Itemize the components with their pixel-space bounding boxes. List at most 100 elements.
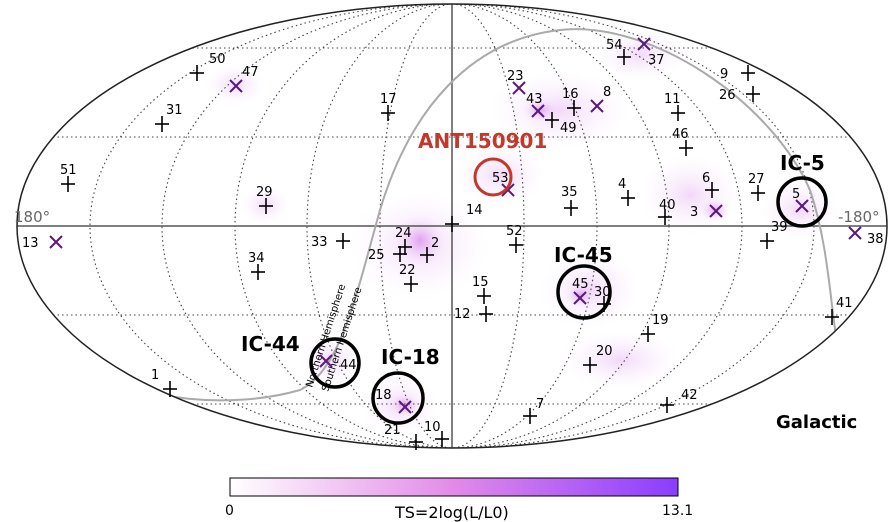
ic18-label: IC-18 (381, 345, 440, 369)
colorbar-max-label: 13.1 (662, 503, 693, 519)
source-label: 13 (22, 236, 39, 251)
source-label: 39 (771, 220, 788, 235)
cross-marker (501, 183, 515, 197)
source-50: 50 (190, 52, 226, 81)
source-label: 22 (399, 263, 416, 278)
source-37: 37 (637, 37, 665, 68)
source-52: 52 (506, 224, 523, 253)
source-46: 46 (672, 127, 693, 156)
colorbar-title: TS=2log(L/L0) (394, 503, 509, 522)
source-43: 43 (526, 92, 545, 118)
source-8: 8 (590, 85, 611, 113)
frame-label: Galactic (776, 412, 857, 433)
source-35: 35 (561, 185, 578, 216)
ant-label: ANT150901 (418, 129, 547, 153)
source-label: 52 (506, 224, 523, 239)
source-label: 50 (209, 52, 226, 67)
source-label: 5 (792, 187, 800, 202)
cross-marker (590, 99, 604, 113)
source-10: 10 (424, 420, 449, 447)
source-39: 39 (760, 220, 788, 249)
cross-marker (709, 204, 723, 218)
source-label: 44 (340, 358, 357, 373)
source-label: 6 (702, 171, 710, 186)
source-label: 7 (536, 397, 544, 412)
source-label: 42 (681, 388, 698, 403)
ant-circle (473, 157, 513, 197)
source-label: 54 (606, 38, 623, 53)
source-42: 42 (660, 388, 698, 413)
source-label: 20 (596, 344, 613, 359)
source-34: 34 (248, 251, 265, 280)
source-45: 45 (572, 277, 589, 305)
source-29: 29 (256, 185, 273, 214)
cross-marker (319, 354, 333, 368)
source-label: 30 (594, 285, 611, 300)
source-49: 49 (545, 112, 577, 136)
ic44-circle (309, 337, 361, 389)
source-6: 6 (702, 171, 719, 198)
source-label: 29 (256, 185, 273, 200)
colorbar-min-label: 0 (225, 503, 234, 519)
source-label: 43 (526, 92, 543, 107)
source-label: 19 (652, 313, 669, 328)
source-label: 51 (60, 163, 77, 178)
source-label: 37 (648, 53, 665, 68)
source-label: 47 (242, 65, 259, 80)
ic45-label: IC-45 (554, 243, 613, 267)
source-markers: 1234567891011121314151617181920212223242… (22, 37, 884, 450)
source-11: 11 (664, 92, 685, 121)
source-14: 14 (445, 203, 483, 232)
source-26: 26 (719, 86, 760, 103)
source-22: 22 (399, 263, 418, 292)
ic5-label: IC-5 (780, 151, 825, 175)
source-label: 3 (690, 205, 698, 220)
source-label: 33 (311, 235, 328, 250)
source-41: 41 (825, 296, 853, 325)
source-1: 1 (151, 368, 177, 397)
source-15: 15 (472, 275, 491, 304)
ic18-circle (371, 371, 425, 425)
sky-outline (16, 3, 888, 449)
source-40: 40 (658, 198, 676, 225)
source-53: 53 (492, 171, 515, 197)
ic44-label: IC-44 (241, 332, 300, 356)
cross-marker (398, 400, 412, 414)
source-13: 13 (22, 235, 63, 251)
source-label: 25 (368, 248, 385, 263)
source-44: 44 (319, 354, 357, 373)
source-label: 45 (572, 277, 589, 292)
source-9: 9 (720, 65, 755, 82)
source-label: 34 (248, 251, 265, 266)
source-7: 7 (523, 397, 544, 424)
source-label: 11 (664, 92, 681, 107)
source-label: 14 (466, 203, 483, 218)
cross-marker (795, 199, 809, 213)
source-label: 17 (380, 92, 397, 107)
source-label: 10 (424, 420, 441, 435)
source-label: 24 (395, 226, 412, 241)
source-51: 51 (60, 163, 77, 192)
source-label: 41 (836, 296, 853, 311)
source-18: 18 (375, 388, 412, 414)
source-3: 3 (690, 204, 723, 220)
cross-marker (229, 79, 243, 93)
source-label: 16 (562, 87, 579, 102)
source-47: 47 (229, 65, 259, 93)
cross-marker (531, 104, 545, 118)
source-label: 38 (867, 232, 884, 247)
source-25: 25 (368, 246, 407, 263)
source-4: 4 (618, 177, 635, 206)
lon-left-label: 180° (14, 208, 50, 226)
ic45-circle (556, 264, 612, 320)
source-17: 17 (380, 92, 397, 121)
source-label: 21 (384, 423, 401, 438)
source-label: 40 (659, 198, 676, 213)
cross-marker (573, 291, 587, 305)
hemisphere-boundary (99, 28, 841, 402)
source-label: 2 (431, 236, 439, 251)
source-12: 12 (454, 306, 493, 322)
source-27: 27 (748, 172, 765, 201)
source-label: 31 (166, 103, 183, 118)
colorbar (229, 477, 679, 497)
